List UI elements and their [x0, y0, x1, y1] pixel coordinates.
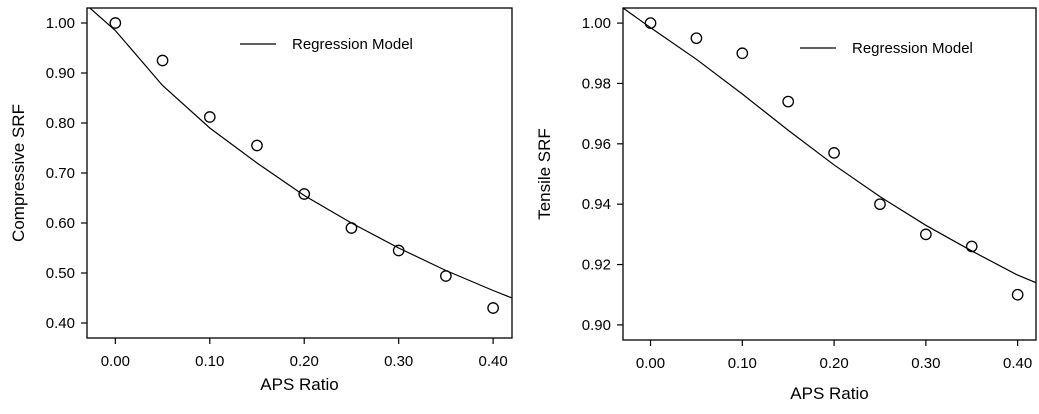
chart-1-y-tick-label: 0.50 — [46, 265, 75, 282]
chart-1-y-tick-label: 0.40 — [46, 315, 75, 332]
chart-2-y-tick-label: 0.92 — [582, 257, 611, 274]
chart-2-data-point — [782, 95, 795, 108]
chart-2-x-tick-label: 0.40 — [1003, 355, 1032, 372]
chart-1-y-tick-label: 0.80 — [46, 115, 75, 132]
chart-1-y-tick-label: 0.60 — [46, 215, 75, 232]
chart-1-plot-frame — [86, 7, 513, 339]
chart-1-x-axis-title: APS Ratio — [260, 375, 338, 394]
chart-1-y-tick-label: 0.90 — [46, 65, 75, 82]
chart-2-y-tick-label: 1.00 — [582, 15, 611, 32]
chart-2-data-point — [828, 147, 840, 159]
chart-2-x-axis-title: APS Ratio — [790, 384, 868, 403]
chart-2: 0.00 0.10 0.20 0.30 0.40 0.90 0.92 0.94 0.96 0.98… — [535, 7, 1037, 403]
chart-2-x-tick-label: 0.20 — [819, 355, 848, 372]
chart-1-x-tick-label: 0.00 — [101, 353, 130, 370]
chart-2-data-point — [965, 240, 978, 253]
chart-1-legend-label: Regression Model — [292, 36, 413, 53]
chart-1-data-point — [156, 54, 169, 67]
chart-1-data-point — [203, 111, 216, 123]
chart-2-y-tick-label: 0.94 — [582, 196, 611, 213]
chart-2-data-point — [874, 198, 886, 211]
chart-2-x-tick-label: 0.10 — [728, 355, 757, 372]
chart-1-data-point — [487, 302, 499, 314]
chart-2-y-axis-title: Tensile SRF — [535, 128, 554, 220]
chart-2-y-tick-label: 0.98 — [582, 75, 611, 92]
chart-2-regression-line — [623, 8, 1036, 284]
chart-2-x-tick-label: 0.00 — [636, 355, 665, 372]
chart-1-data-point — [109, 17, 122, 29]
chart-1-data-point — [392, 244, 405, 257]
chart-1-data-point — [251, 139, 263, 152]
chart-2-data-point — [920, 228, 932, 241]
chart-1-x-tick-label: 0.40 — [479, 353, 508, 370]
chart-1-x-tick-label: 0.20 — [290, 353, 319, 370]
chart-2-x-tick-label: 0.30 — [911, 355, 940, 372]
chart-2-legend-label: Regression Model — [852, 40, 973, 57]
chart-1-y-tick-label: 0.70 — [46, 165, 75, 182]
chart-1-x-tick-label: 0.30 — [384, 353, 413, 370]
chart-2-y-tick-label: 0.90 — [582, 317, 611, 334]
chart-2-data-point — [690, 32, 703, 45]
chart-2-data-point — [644, 17, 657, 29]
chart-1-regression-line — [88, 8, 512, 299]
chart-2-y-tick-label: 0.96 — [582, 136, 611, 153]
chart-2-data-point — [1011, 288, 1024, 301]
chart-2-plot-frame — [622, 7, 1037, 341]
chart-1-x-tick-label: 0.10 — [195, 353, 224, 370]
chart-2-data-point — [736, 47, 749, 60]
chart-1: 0.00 0.10 0.20 0.30 0.40 0.40 0.50 0.60 0.70 0.80… — [9, 7, 513, 394]
chart-1-y-tick-label: 1.00 — [46, 15, 75, 32]
chart-1-y-axis-title: Compressive SRF — [9, 104, 28, 242]
